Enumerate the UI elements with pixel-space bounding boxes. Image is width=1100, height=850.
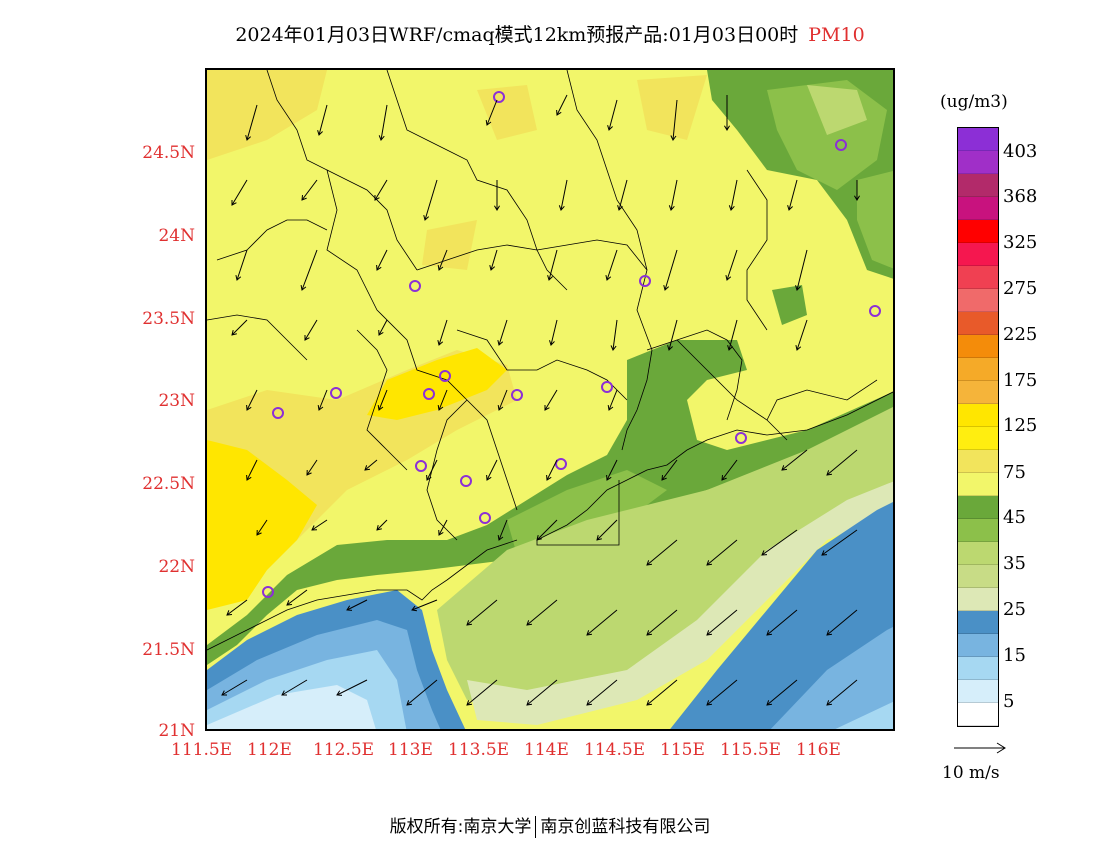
wind-reference-label: 10 m/s	[942, 763, 1000, 783]
colorbar-segment	[958, 312, 998, 335]
lat-label: 22.5N	[142, 474, 195, 494]
lon-label: 115.5E	[720, 740, 782, 760]
colorbar-segment	[958, 289, 998, 312]
admin-boundaries	[207, 70, 893, 651]
colorbar-segment	[958, 542, 998, 565]
lon-label: 112.5E	[313, 740, 375, 760]
copyright: 版权所有:南京大学 南京创蓝科技有限公司	[0, 812, 1100, 838]
colorbar-segment	[958, 657, 998, 680]
colorbar-segment	[958, 473, 998, 496]
colorbar-segment	[958, 335, 998, 358]
lat-label: 24N	[158, 226, 195, 246]
colorbar-label: 175	[1003, 370, 1038, 391]
colorbar-label: 15	[1003, 645, 1026, 666]
colorbar-segment	[958, 427, 998, 450]
colorbar-label: 403	[1003, 141, 1038, 162]
pollutant-name: PM10	[808, 24, 865, 46]
colorbar-label: 225	[1003, 324, 1038, 345]
divider	[535, 816, 537, 838]
lat-label: 23N	[158, 391, 195, 411]
colorbar-label: 5	[1003, 691, 1015, 712]
concentration-area-75-100	[207, 70, 327, 160]
colorbar-segment	[958, 358, 998, 381]
copyright-right: 南京创蓝科技有限公司	[540, 817, 711, 837]
colorbar-segment	[958, 634, 998, 657]
lon-label: 116E	[796, 740, 841, 760]
colorbar-label: 368	[1003, 186, 1038, 207]
colorbar-units: (ug/m3)	[940, 92, 1008, 112]
colorbar-segment	[958, 174, 998, 197]
wind-vectors	[221, 94, 861, 706]
colorbar-segment	[958, 588, 998, 611]
colorbar-segment	[958, 197, 998, 220]
colorbar-segment	[958, 128, 998, 151]
colorbar-segment	[958, 565, 998, 588]
concentration-area-25-35	[437, 407, 893, 710]
monitoring-stations	[262, 91, 881, 598]
colorbar-label: 75	[1003, 462, 1026, 483]
colorbar-segment	[958, 404, 998, 427]
lat-label: 24.5N	[142, 143, 195, 163]
colorbar-label: 275	[1003, 278, 1038, 299]
lon-label: 113.5E	[448, 740, 510, 760]
lon-label: 114E	[524, 740, 569, 760]
pm10-forecast-map	[205, 68, 895, 731]
colorbar-segment	[958, 381, 998, 404]
lon-label: 114.5E	[584, 740, 646, 760]
lat-label: 23.5N	[142, 309, 195, 329]
colorbar-segment	[958, 266, 998, 289]
colorbar-segment	[958, 611, 998, 634]
lon-label: 113E	[388, 740, 433, 760]
lat-label: 22N	[158, 557, 195, 577]
wind-reference-arrow-icon	[954, 742, 1006, 754]
map-title: 2024年01月03日WRF/cmaq模式12km预报产品:01月03日00时 P…	[0, 20, 1100, 47]
lat-label: 21N	[158, 721, 195, 741]
colorbar-label: 35	[1003, 553, 1026, 574]
colorbar-segment	[958, 151, 998, 174]
colorbar-label: 125	[1003, 415, 1038, 436]
colorbar-segment	[958, 450, 998, 473]
colorbar-label: 325	[1003, 232, 1038, 253]
colorbar-segment	[958, 519, 998, 542]
colorbar-segment	[958, 220, 998, 243]
lon-label: 111.5E	[171, 740, 233, 760]
colorbar-segment	[958, 703, 998, 726]
colorbar-segment	[958, 680, 998, 703]
lon-label: 112E	[247, 740, 292, 760]
colorbar-segment	[958, 496, 998, 519]
copyright-left: 版权所有:南京大学	[389, 817, 532, 837]
colorbar-label: 25	[1003, 599, 1026, 620]
lon-label: 115E	[660, 740, 705, 760]
title-text: 2024年01月03日WRF/cmaq模式12km预报产品:01月03日00时	[235, 24, 799, 46]
colorbar-label: 45	[1003, 507, 1026, 528]
colorbar	[957, 127, 999, 727]
colorbar-segment	[958, 243, 998, 266]
lat-label: 21.5N	[142, 640, 195, 660]
concentration-area-100-125	[367, 348, 507, 420]
